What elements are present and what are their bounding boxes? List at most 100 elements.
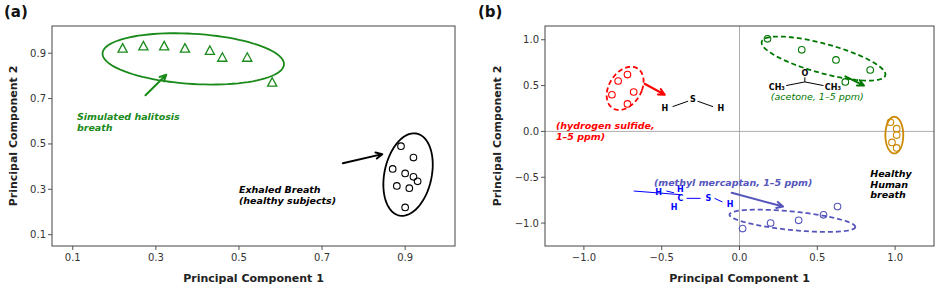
y-tick-label: 1.0 xyxy=(523,34,539,45)
point xyxy=(820,212,827,219)
y-tick xyxy=(541,223,545,224)
x-tick xyxy=(405,246,406,250)
y-tick xyxy=(541,39,545,40)
point xyxy=(842,79,849,86)
x-tick-label: 0.5 xyxy=(231,252,247,263)
arrow xyxy=(145,75,166,95)
atom-label: S xyxy=(705,194,711,203)
y-tick xyxy=(48,234,52,235)
y-tick xyxy=(48,53,52,54)
point xyxy=(205,46,214,55)
y-tick xyxy=(48,189,52,190)
cluster-ellipse xyxy=(103,33,284,84)
point xyxy=(833,57,840,64)
y-tick-label: −0.5 xyxy=(515,172,539,183)
arrow xyxy=(732,193,783,208)
molecule-caption-line: (acetone, 1–5 ppm) xyxy=(771,91,864,102)
x-tick-label: −1.0 xyxy=(572,252,596,263)
point xyxy=(402,170,409,177)
y-tick xyxy=(541,85,545,86)
y-tick xyxy=(541,131,545,132)
y-tick xyxy=(541,177,545,178)
annotation-line: Simulated halitosis xyxy=(77,111,180,122)
cluster-ellipse xyxy=(762,37,886,81)
atom-label: H xyxy=(661,104,668,113)
annotation-line: breath xyxy=(77,122,113,133)
x-tick-label: 0.5 xyxy=(809,252,825,263)
y-tick-label: 0.7 xyxy=(30,93,46,104)
y-axis-label: Principal Component 2 xyxy=(7,66,20,207)
x-tick-label: 0.9 xyxy=(397,252,413,263)
x-tick xyxy=(661,246,662,250)
y-tick-label: 0.1 xyxy=(30,229,46,240)
chart-root: 0.10.30.50.70.90.10.30.50.70.9Principal … xyxy=(0,0,944,290)
point xyxy=(243,53,252,62)
y-tick xyxy=(48,98,52,99)
point xyxy=(615,78,622,85)
x-tick xyxy=(583,246,584,250)
point xyxy=(118,44,127,53)
plot-area xyxy=(545,26,934,246)
bond xyxy=(697,101,713,107)
point xyxy=(180,44,189,53)
atom-label: H xyxy=(727,200,734,209)
point xyxy=(139,41,148,50)
plot-area xyxy=(103,33,433,216)
cluster-ellipse xyxy=(607,67,644,110)
point xyxy=(624,101,631,108)
y-tick-label: 0.0 xyxy=(523,126,539,137)
plot-frame xyxy=(52,26,455,246)
y-axis-label: Principal Component 2 xyxy=(491,66,504,207)
annotation: Simulated halitosisbreath xyxy=(77,111,180,133)
x-tick-label: 1.0 xyxy=(887,252,903,263)
point xyxy=(402,204,409,211)
annotation-line: Healthy xyxy=(870,168,912,179)
x-tick-label: 0.1 xyxy=(65,252,81,263)
cluster-ellipse xyxy=(383,133,432,215)
panel: 0.10.30.50.70.90.10.30.50.70.9Principal … xyxy=(4,3,455,285)
atom-label: O xyxy=(801,69,808,78)
plot-frame xyxy=(545,26,934,246)
annotation-line: breath xyxy=(870,189,906,200)
y-tick xyxy=(48,143,52,144)
point xyxy=(764,36,771,43)
point xyxy=(160,41,169,50)
point xyxy=(893,145,900,152)
bond xyxy=(805,82,824,86)
y-tick-label: 0.5 xyxy=(523,80,539,91)
point xyxy=(394,183,401,190)
x-tick-label: 0.7 xyxy=(314,252,330,263)
x-tick-label: −0.5 xyxy=(650,252,674,263)
bond xyxy=(673,101,689,107)
arrow xyxy=(343,153,382,164)
point xyxy=(609,91,616,98)
panel-title: (b) xyxy=(478,3,502,21)
point xyxy=(767,220,774,227)
annotation-line: (healthy subjects) xyxy=(239,195,336,206)
reference-line xyxy=(739,26,740,246)
x-tick xyxy=(155,246,156,250)
bond xyxy=(687,198,701,199)
x-tick xyxy=(322,246,323,250)
point xyxy=(218,53,227,62)
x-tick-label: 0.0 xyxy=(732,252,748,263)
annotation-line: (methyl mercaptan, 1–5 ppm) xyxy=(654,177,812,188)
atom-label: H xyxy=(671,203,678,212)
point xyxy=(398,143,405,150)
point xyxy=(406,185,413,192)
point xyxy=(410,154,417,161)
cluster-ellipse xyxy=(885,117,903,154)
atom-label: H xyxy=(717,104,724,113)
annotation: (methyl mercaptan, 1–5 ppm) xyxy=(654,177,812,188)
bond xyxy=(786,82,805,86)
point xyxy=(867,67,874,74)
y-tick-label: 0.5 xyxy=(30,138,46,149)
x-tick xyxy=(238,246,239,250)
x-axis-label: Principal Component 1 xyxy=(669,272,810,285)
atom-label: S xyxy=(690,95,696,104)
x-tick xyxy=(739,246,740,250)
bond xyxy=(666,191,674,193)
annotation-line: Exhaled Breath xyxy=(239,184,321,195)
x-tick xyxy=(72,246,73,250)
annotation-line: 1–5 ppm) xyxy=(556,131,605,142)
